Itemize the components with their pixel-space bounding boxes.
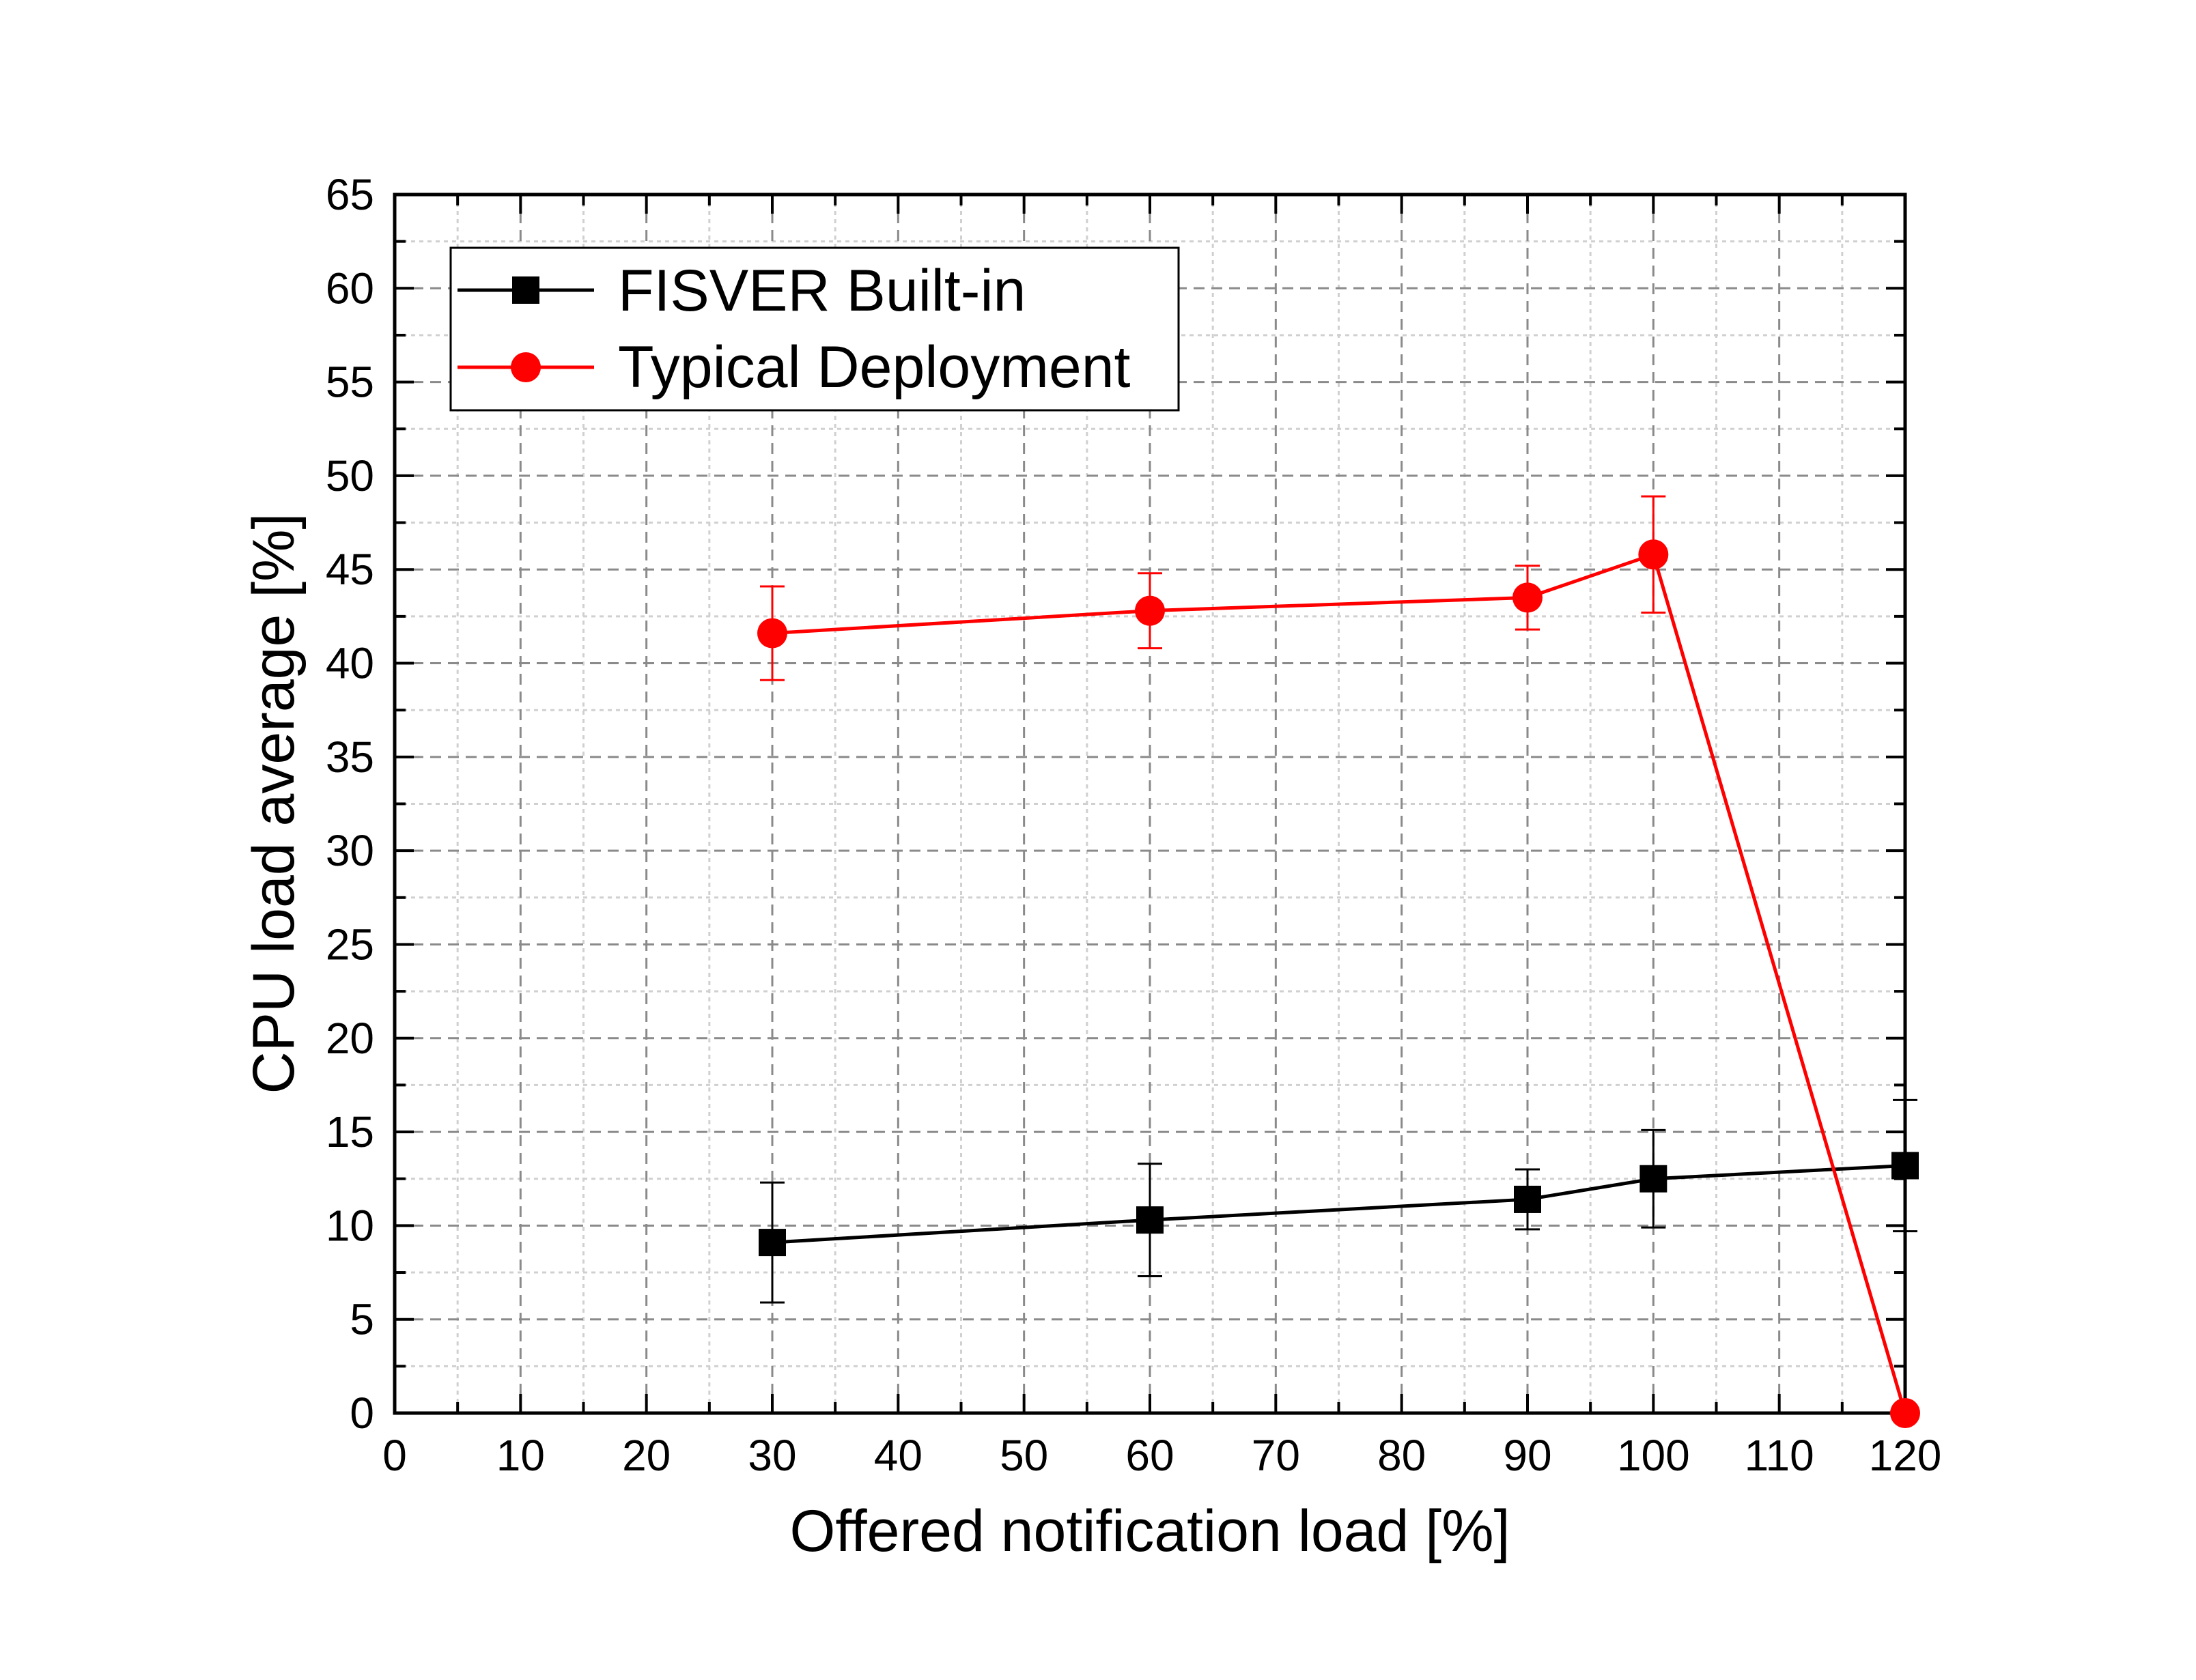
y-tick-label: 55 — [326, 358, 374, 407]
x-tick-label: 90 — [1503, 1431, 1551, 1480]
x-tick-label: 80 — [1377, 1431, 1426, 1480]
y-tick-label: 10 — [326, 1201, 374, 1250]
y-tick-label: 40 — [326, 639, 374, 688]
series-fisver-built-in — [759, 1098, 1919, 1304]
y-axis-title: CPU load average [%] — [241, 513, 307, 1094]
x-tick-label: 120 — [1869, 1431, 1942, 1480]
plot-frame — [393, 193, 1907, 1415]
x-tick-label: 60 — [1125, 1431, 1174, 1480]
data-point — [1514, 1185, 1541, 1213]
legend: FISVER Built-in Typical Deployment — [449, 246, 1180, 412]
data-point — [1639, 1165, 1667, 1193]
x-tick-label: 0 — [382, 1431, 407, 1480]
data-point — [1135, 595, 1165, 626]
x-tick-label: 10 — [496, 1431, 545, 1480]
data-point — [759, 1229, 786, 1257]
y-tick-label: 65 — [326, 170, 374, 219]
data-point — [757, 618, 787, 649]
y-tick-label: 0 — [350, 1389, 374, 1438]
x-tick-label: 20 — [622, 1431, 671, 1480]
x-tick-label: 100 — [1617, 1431, 1690, 1480]
legend-label-typical: Typical Deployment — [618, 334, 1131, 400]
legend-label-fisver: FISVER Built-in — [618, 258, 1026, 324]
y-tick-label: 25 — [326, 920, 374, 969]
legend-frame — [449, 246, 1180, 412]
x-tick-label: 50 — [1000, 1431, 1048, 1480]
x-tick-label: 40 — [874, 1431, 923, 1480]
y-tick-label: 35 — [326, 732, 374, 782]
y-tick-label: 50 — [326, 451, 374, 500]
y-tick-label: 20 — [326, 1014, 374, 1063]
x-axis-title: Offered notification load [%] — [790, 1498, 1510, 1564]
y-tick-label: 60 — [326, 264, 374, 313]
y-tick-label: 30 — [326, 826, 374, 875]
series-layer — [757, 495, 1920, 1428]
data-point — [1512, 582, 1543, 613]
data-point — [1890, 1398, 1920, 1428]
x-tick-label: 70 — [1252, 1431, 1300, 1480]
data-point — [1638, 539, 1669, 570]
data-point — [1136, 1206, 1164, 1234]
y-tick-label: 45 — [326, 545, 374, 594]
x-tick-label: 30 — [748, 1431, 796, 1480]
legend-marker-fisver — [512, 276, 539, 304]
series-typical-deployment — [757, 495, 1920, 1428]
x-tick-label: 110 — [1745, 1431, 1814, 1480]
y-tick-label: 5 — [350, 1295, 374, 1344]
legend-marker-typical — [511, 352, 541, 382]
y-tick-label: 15 — [326, 1107, 374, 1156]
tick-labels: 0 10 20 30 40 50 60 70 80 90 100 110 120 0 5 10 15 20 25 30… — [326, 170, 1942, 1480]
tick-marks — [393, 193, 1906, 1414]
data-point — [1891, 1152, 1919, 1180]
